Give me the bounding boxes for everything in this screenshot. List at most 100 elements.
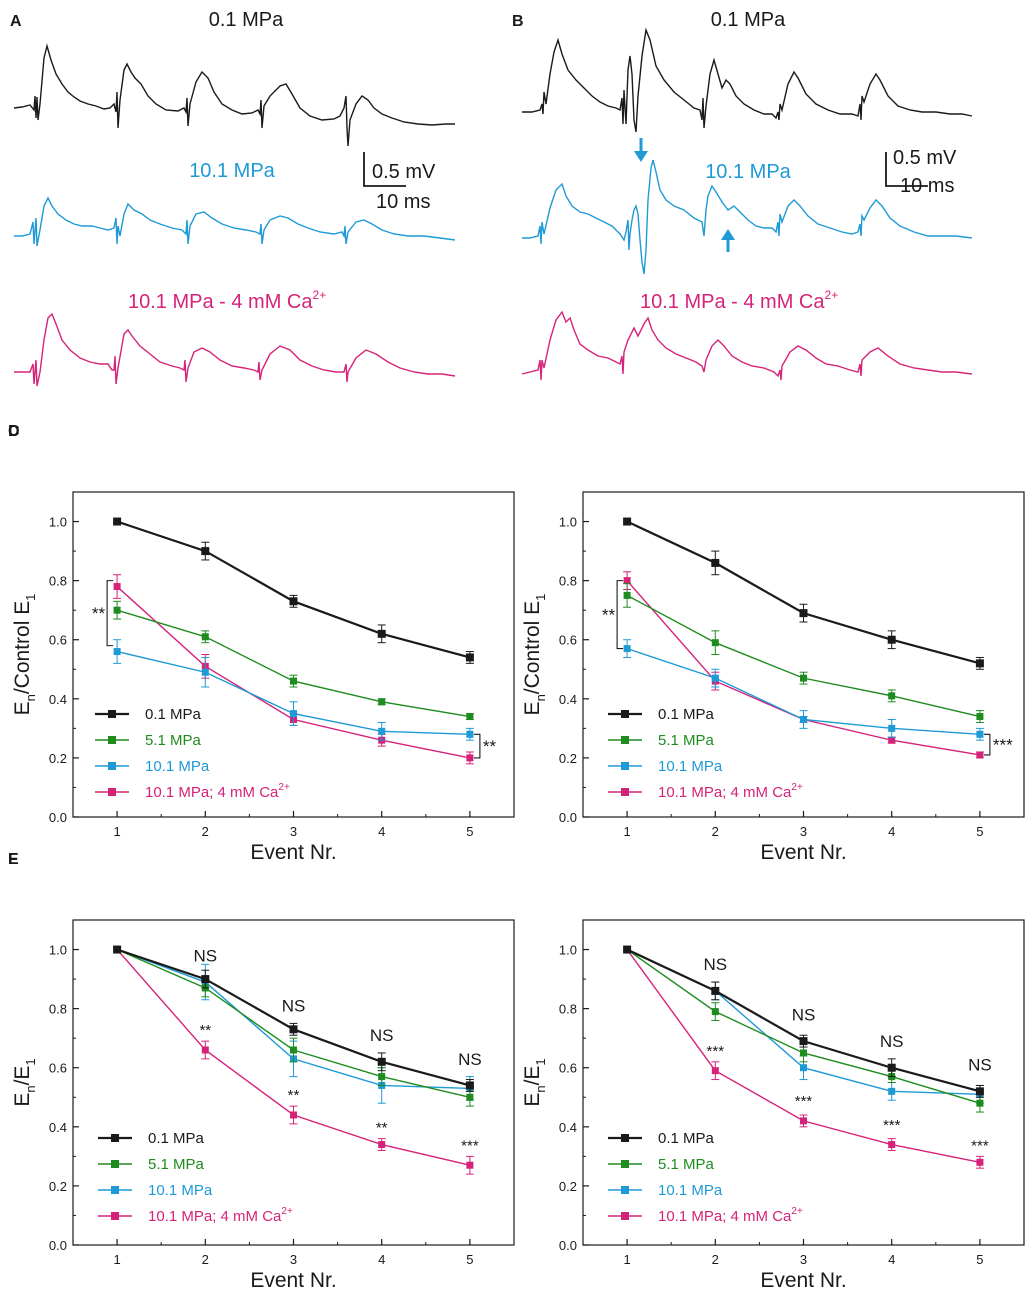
x-tick-label: 3: [290, 824, 297, 839]
y-tick-label: 0.8: [559, 1002, 577, 1017]
legend-label-text: 5.1 MPa: [148, 1156, 205, 1173]
data-point: [113, 606, 121, 614]
series-black: [113, 945, 474, 1092]
y-tick-label: 0.4: [559, 1120, 577, 1135]
legend: 0.1 MPa 5.1 MPa 10.1 MPa 10.1 MPa; 4 mM Ca2…: [608, 706, 803, 801]
series-magenta: [113, 946, 474, 1175]
data-point: [799, 609, 808, 618]
data-point: [800, 1064, 807, 1072]
x-tick-label: 4: [378, 824, 385, 839]
legend-label-blue: 10.1 MPa: [658, 1182, 723, 1199]
series-black: [623, 517, 984, 670]
significance-bracket: [616, 580, 624, 650]
data-point: [378, 1141, 386, 1149]
y-axis-label-text: /E: [521, 1066, 544, 1086]
arrow-up-head: [721, 229, 735, 240]
y-axis-label: En/Control E1: [521, 594, 548, 716]
trace-a-control: [13, 43, 455, 147]
plot-frame: [582, 919, 1025, 1246]
legend-marker-green: [621, 736, 629, 744]
legend-label-text: 10.1 MPa; 4 mM Ca: [658, 1208, 792, 1225]
legend-marker-magenta: [111, 1212, 119, 1220]
y-tick-label: 0.4: [49, 692, 67, 707]
y-axis-label: En/E1: [521, 1058, 548, 1106]
legend-label-text: 10.1 MPa; 4 mM Ca: [148, 1208, 282, 1225]
data-point: [378, 1073, 386, 1081]
y-tick-label: 1.0: [559, 515, 577, 530]
y-axis-label-text: /Control E: [521, 601, 544, 694]
trace-label-b-highpressure: 10.1 MPa: [705, 161, 791, 183]
series-line: [626, 948, 981, 1104]
x-tick-label: 4: [378, 1252, 385, 1267]
legend-label-superscript: 2+: [281, 1206, 293, 1217]
panel-letter-f: F: [8, 851, 18, 868]
y-axis-label-subscript: n: [23, 694, 38, 701]
scalebar-a-voltage: 0.5 mV: [372, 161, 436, 183]
y-tick-label: 0.2: [559, 1179, 577, 1194]
legend-marker-blue: [111, 1186, 119, 1194]
y-axis-label-text: /Control E: [11, 601, 34, 694]
data-point: [466, 1161, 474, 1169]
legend-label-green: 5.1 MPa: [145, 732, 202, 749]
significance-annotation: **: [199, 1022, 211, 1039]
ns-annotation: NS: [193, 946, 217, 965]
plot-frame: [72, 919, 515, 1246]
scalebar-a-time: 10 ms: [376, 191, 430, 213]
legend-label-green: 5.1 MPa: [658, 732, 715, 749]
data-point: [800, 716, 807, 723]
data-point: [113, 517, 122, 526]
legend-label-blue: 10.1 MPa: [658, 758, 723, 775]
x-tick-label: 2: [202, 824, 209, 839]
data-point: [289, 1025, 298, 1034]
y-tick-label: 0.0: [559, 810, 577, 825]
x-tick-label: 2: [202, 1252, 209, 1267]
legend-label-magenta: 10.1 MPa; 4 mM Ca2+: [145, 782, 290, 801]
panel-letter-a: A: [10, 13, 22, 30]
panel-letter-b: B: [512, 13, 524, 30]
data-point: [466, 754, 474, 762]
significance-annotation: ***: [883, 1117, 901, 1134]
trace-label-a-calcium-main: 10.1 MPa - 4 mM Ca: [128, 291, 313, 313]
data-point: [201, 547, 210, 556]
arrow-down-head: [634, 151, 648, 162]
x-tick-label: 3: [800, 824, 807, 839]
y-axis-label-text: E: [11, 701, 34, 715]
data-point: [887, 1063, 896, 1072]
data-point: [888, 736, 896, 744]
legend: 0.1 MPa 5.1 MPa 10.1 MPa 10.1 MPa; 4 mM Ca2…: [608, 1130, 803, 1225]
y-axis-label-subscript: 1: [533, 594, 548, 601]
significance-annotation: **: [376, 1120, 388, 1137]
y-axis-label-text: E: [521, 1093, 544, 1107]
chart-panel-c: C 0.0 0.2 0.4 0.6 0.8 1.0 1 2 3 4 5 Event Nr. En/Cont…: [8, 423, 515, 864]
legend-label-text: 10.1 MPa: [148, 1182, 213, 1199]
data-point: [623, 517, 632, 526]
significance-label: **: [92, 604, 106, 623]
significance-label: **: [602, 606, 616, 625]
data-point: [623, 945, 632, 954]
x-tick-label: 5: [976, 824, 983, 839]
series-black: [113, 517, 474, 664]
legend-label-black: 0.1 MPa: [145, 706, 202, 723]
y-axis-label-text: E: [11, 1093, 34, 1107]
y-axis-label-subscript: n: [533, 694, 548, 701]
series-blue: [113, 639, 474, 741]
data-point: [290, 710, 297, 718]
data-point: [465, 1081, 474, 1090]
data-point: [466, 1093, 474, 1101]
data-point: [888, 724, 896, 732]
legend-label-text: 5.1 MPa: [658, 1156, 715, 1173]
ns-annotation: NS: [968, 1056, 992, 1075]
x-tick-label: 3: [290, 1252, 297, 1267]
y-tick-label: 0.0: [49, 810, 67, 825]
legend-label-text: 0.1 MPa: [145, 706, 202, 723]
scalebar-a-lines: [363, 152, 406, 187]
significance-annotation: ***: [461, 1137, 479, 1154]
legend-label-magenta: 10.1 MPa; 4 mM Ca2+: [658, 1206, 803, 1225]
x-tick-label: 5: [976, 1252, 983, 1267]
y-axis-label-subscript: 1: [23, 594, 38, 601]
legend-label-black: 0.1 MPa: [658, 1130, 715, 1147]
x-axis-label: Event Nr.: [250, 1269, 336, 1292]
data-point: [711, 674, 719, 682]
